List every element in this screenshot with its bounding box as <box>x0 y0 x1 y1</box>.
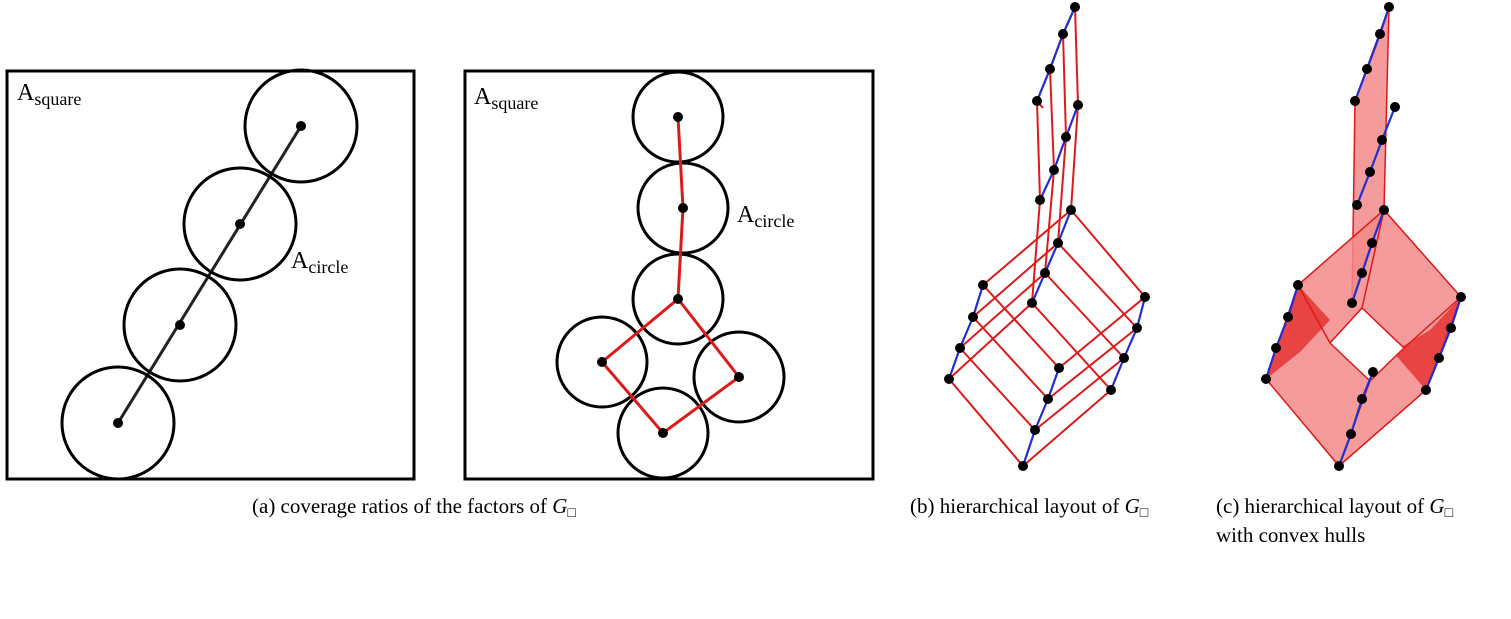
caption-a: (a) coverage ratios of the factors of G□ <box>252 492 576 524</box>
node <box>113 418 123 428</box>
a-circle-label-right: Acircle <box>737 202 794 231</box>
coverage-circle <box>182 166 298 282</box>
coverage-circle <box>631 252 725 346</box>
a-square-label-right: Asquare <box>474 84 538 113</box>
panel-a-right: Asquare Acircle <box>463 69 875 481</box>
cube-edges <box>948 209 1146 467</box>
left-side-face <box>1266 285 1330 379</box>
coverage-circle <box>122 267 238 383</box>
square-frame-left <box>5 69 416 481</box>
node <box>235 219 245 229</box>
chain-edges-c <box>1264 6 1463 467</box>
node <box>673 294 683 304</box>
a-circle-label-left: Acircle <box>291 248 348 277</box>
coverage-circle <box>555 315 649 409</box>
layout-nodes-c <box>1261 2 1466 471</box>
square-frame-right <box>463 69 875 481</box>
coverage-circle <box>243 68 359 184</box>
chain-edges <box>947 6 1147 467</box>
node <box>678 203 688 213</box>
a-square-label-left: Asquare <box>17 80 81 109</box>
caption-b: (b) hierarchical layout of G□ <box>910 492 1148 524</box>
path-edge <box>116 125 303 424</box>
coverage-circle <box>616 386 710 480</box>
node <box>673 112 683 122</box>
coverage-circle <box>60 365 176 481</box>
node <box>658 428 668 438</box>
caption-b-text: (b) hierarchical layout of <box>910 494 1125 518</box>
right-side-face <box>1393 297 1461 390</box>
panel-c-convex-hulls <box>1261 2 1466 471</box>
caption-a-symbol: G <box>552 494 568 518</box>
layout-nodes <box>944 2 1150 471</box>
caption-c-line1: (c) hierarchical layout of G□ <box>1216 492 1453 524</box>
node <box>597 357 607 367</box>
panel-a-left: Asquare Acircle <box>5 68 416 481</box>
panel-b-hierarchical-layout <box>944 2 1150 471</box>
coverage-circle <box>692 330 786 424</box>
caption-c-line2-text: with convex hulls <box>1216 523 1366 547</box>
node <box>734 372 744 382</box>
caption-b-symbol: G <box>1124 494 1140 518</box>
caption-b-box: □ <box>1139 506 1149 521</box>
caption-a-box: □ <box>567 506 576 521</box>
caption-c-box: □ <box>1444 506 1454 521</box>
caption-c-line2: with convex hulls <box>1216 521 1365 549</box>
node <box>175 320 185 330</box>
caption-c-text: (c) hierarchical layout of <box>1216 494 1430 518</box>
caption-a-text: (a) coverage ratios of the factors of <box>252 494 553 518</box>
node <box>296 121 306 131</box>
caption-c-symbol: G <box>1429 494 1445 518</box>
